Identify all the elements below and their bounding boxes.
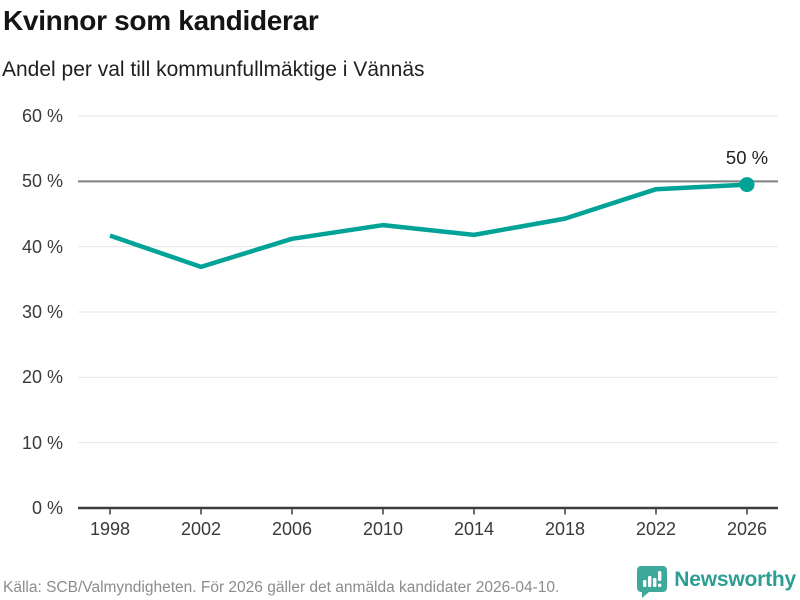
end-point-value-label: 50 % [725, 147, 769, 168]
brand-name: Newsworthy [674, 568, 796, 591]
y-tick-label-0: 0 % [31, 498, 63, 518]
line-chart [78, 115, 778, 515]
x-tick-label-1998: 1998 [89, 519, 131, 539]
y-tick-label-20: 20 % [21, 367, 63, 388]
data-series-line [109, 177, 755, 270]
page-title: Kvinnor som kandiderar [3, 5, 319, 36]
newsworthy-brand-link[interactable]: Newsworthy [634, 562, 796, 598]
source-note: Källa: SCB/Valmyndigheten. För 2026 gäll… [3, 579, 560, 596]
end-point-marker [739, 177, 755, 193]
x-tick-label-2014: 2014 [453, 519, 495, 539]
series-line [109, 182, 748, 270]
chart-subtitle: Andel per val till kommunfullmäktige i V… [2, 58, 425, 81]
x-tick-label-2006: 2006 [271, 519, 313, 539]
y-tick-label-10: 10 % [21, 432, 63, 453]
y-tick-label-60: 60 % [21, 106, 63, 126]
x-tick-label-2010: 2010 [362, 519, 404, 539]
x-tick-label-2022: 2022 [635, 519, 677, 539]
gridlines [78, 115, 778, 444]
x-axis [78, 506, 778, 515]
x-tick-label-2026: 2026 [726, 519, 768, 539]
bar-chart-speech-bubble-icon [637, 566, 668, 598]
x-tick-label-2018: 2018 [544, 519, 586, 539]
y-tick-label-30: 30 % [21, 302, 63, 322]
y-tick-label-50: 50 % [21, 171, 63, 192]
x-tick-label-2002: 2002 [180, 519, 222, 539]
y-tick-label-40: 40 % [21, 236, 63, 257]
